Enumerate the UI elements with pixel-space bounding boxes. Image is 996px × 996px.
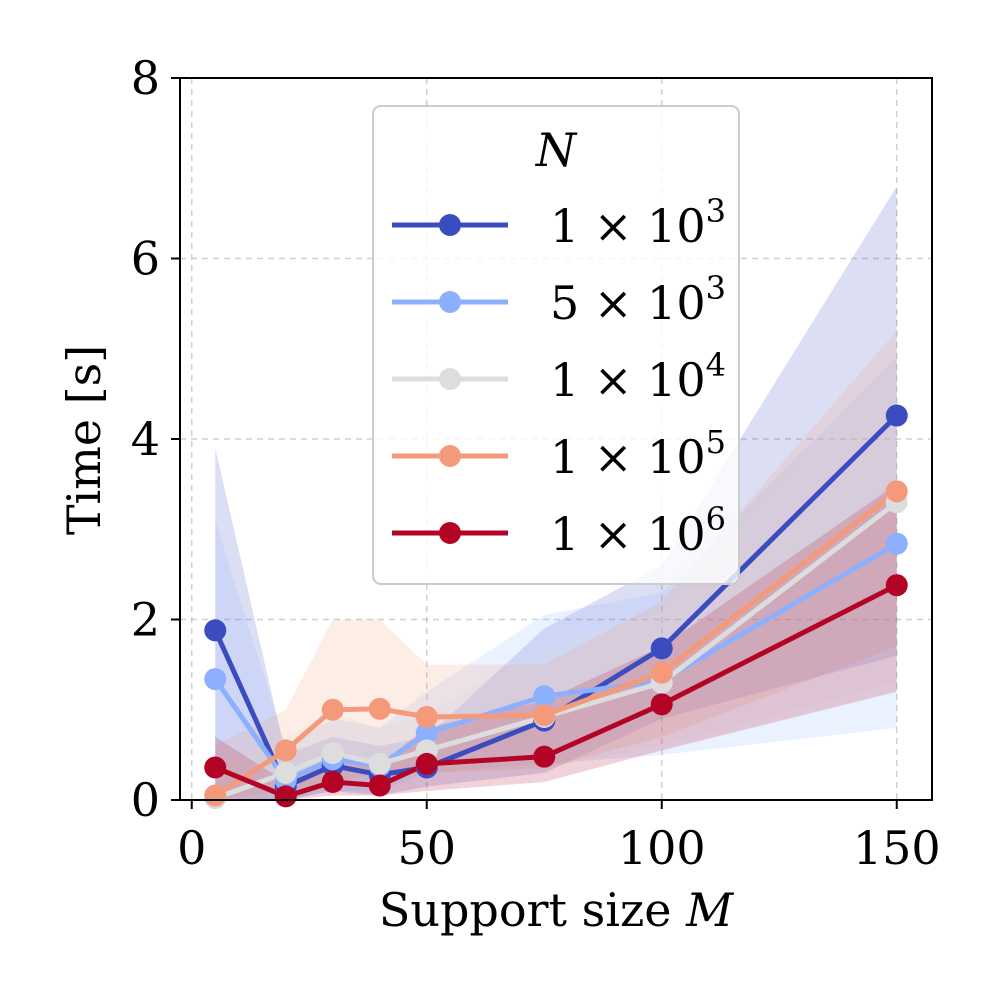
data-point bbox=[321, 742, 344, 765]
data-point bbox=[885, 532, 908, 555]
y-tick-label: 4 bbox=[131, 412, 160, 466]
confidence-band bbox=[215, 186, 897, 801]
data-point bbox=[415, 722, 438, 745]
confidence-band bbox=[215, 357, 897, 800]
tick-labels: 0 50 100 150 0 2 4 6 8 bbox=[131, 51, 941, 875]
data-point bbox=[368, 752, 391, 775]
data-point bbox=[204, 756, 227, 779]
x-tick-label: 100 bbox=[618, 821, 706, 875]
y-tick-label: 0 bbox=[131, 773, 160, 827]
x-axis-label: Support size M bbox=[379, 883, 735, 937]
legend-label: 1 × 104 bbox=[550, 346, 726, 407]
data-point bbox=[650, 637, 673, 660]
confidence-bands bbox=[215, 186, 897, 801]
legend-label: 1 × 103 bbox=[550, 192, 726, 253]
legend-marker bbox=[439, 291, 461, 313]
confidence-band bbox=[215, 348, 897, 800]
legend-marker bbox=[439, 214, 461, 236]
data-point bbox=[650, 661, 673, 684]
axis-ticks bbox=[171, 77, 898, 809]
series-points bbox=[204, 404, 908, 810]
data-point bbox=[650, 693, 673, 716]
y-tick-label: 2 bbox=[131, 593, 160, 647]
data-point bbox=[274, 761, 297, 784]
confidence-band bbox=[215, 484, 897, 800]
data-point bbox=[415, 705, 438, 728]
legend-title: N bbox=[535, 123, 578, 177]
y-tick-label: 6 bbox=[131, 232, 160, 286]
data-point bbox=[368, 774, 391, 797]
legend-marker bbox=[439, 368, 461, 390]
x-tick-label: 50 bbox=[397, 821, 456, 875]
legend-marker bbox=[439, 522, 461, 544]
data-point bbox=[885, 480, 908, 503]
legend: N 1 × 103 5 × 103 1 × 104 1 × 105 1 × 106 bbox=[372, 105, 740, 585]
y-axis-label: Time [s] bbox=[57, 345, 111, 535]
legend-label: 1 × 105 bbox=[550, 423, 726, 484]
data-point bbox=[415, 752, 438, 775]
legend-label: 5 × 103 bbox=[550, 269, 726, 330]
data-point bbox=[533, 704, 556, 727]
data-point bbox=[204, 668, 227, 691]
y-tick-label: 8 bbox=[131, 51, 160, 105]
legend-marker bbox=[439, 445, 461, 467]
data-point bbox=[885, 574, 908, 597]
confidence-band bbox=[215, 330, 897, 800]
data-point bbox=[533, 745, 556, 768]
data-point bbox=[368, 697, 391, 720]
data-point bbox=[204, 784, 227, 807]
data-point bbox=[321, 698, 344, 721]
data-point bbox=[321, 770, 344, 793]
x-tick-label: 0 bbox=[177, 821, 206, 875]
data-point bbox=[885, 404, 908, 427]
x-tick-label: 150 bbox=[853, 821, 941, 875]
legend-label: 1 × 106 bbox=[550, 500, 726, 561]
data-point bbox=[274, 785, 297, 808]
data-point bbox=[533, 685, 556, 708]
data-point bbox=[204, 619, 227, 642]
data-point bbox=[274, 739, 297, 762]
